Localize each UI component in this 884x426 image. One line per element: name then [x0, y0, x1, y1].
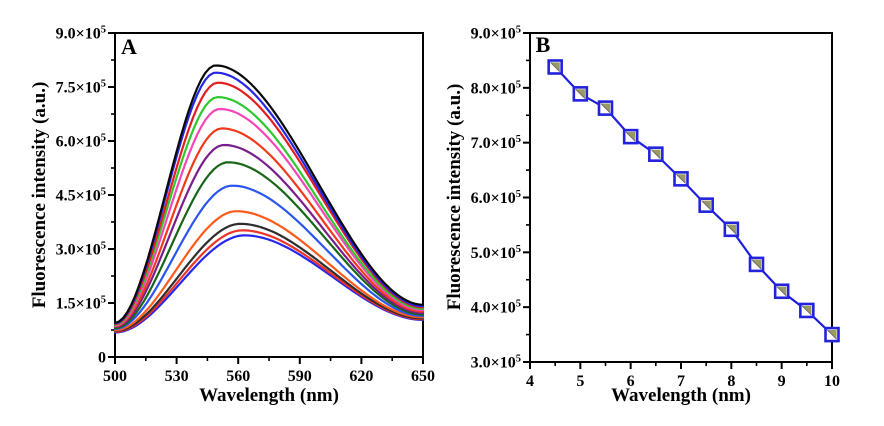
spectrum-curve	[113, 229, 425, 333]
y-tick-label: 6.0×105	[471, 189, 521, 207]
spectrum-curve	[113, 143, 425, 329]
half-filled-square-marker	[673, 171, 689, 187]
spectra-curves	[113, 64, 425, 334]
y-tick-label: 4.5×105	[56, 187, 106, 205]
panel-a-chart: 500 530 560 590 620 650 0 1.5×105 3.0×105 4.5×105…	[56, 25, 435, 386]
y-tick-label: 9.0×105	[471, 25, 521, 43]
y-tick-label: 7.5×105	[56, 79, 106, 97]
half-filled-square-marker	[572, 86, 589, 102]
y-tick-label: 3.0×105	[471, 354, 521, 372]
plot-box	[529, 32, 833, 363]
y-tick-label: 4.0×105	[471, 299, 521, 317]
data-points	[547, 59, 840, 343]
y-tick-label: 8.0×105	[471, 79, 521, 97]
spectrum-curve	[113, 127, 425, 328]
y-tick-label: 6.0×105	[56, 133, 106, 151]
x-tick-label: 650	[411, 368, 435, 385]
axes: 4 5 6 7 8 9 10 3.0×105 4.0×105 5.0×105 6.0×105 7.0×…	[471, 25, 840, 391]
x-tick-label: 7	[677, 373, 685, 390]
half-filled-square-marker	[698, 197, 714, 213]
spectrum-curve	[113, 184, 425, 330]
y-tick-label: 1.5×105	[56, 295, 106, 313]
half-filled-square-marker	[622, 128, 639, 145]
data-line	[554, 66, 833, 336]
x-tick-label: 560	[226, 368, 250, 385]
half-filled-square-marker	[799, 302, 815, 319]
y-tick-label: 3.0×105	[56, 241, 106, 259]
half-filled-square-marker	[597, 100, 614, 116]
panel-b-letter: B	[535, 32, 551, 57]
y-tick-label: 7.0×105	[471, 134, 521, 152]
y-tick-label: 9.0×105	[56, 25, 106, 43]
spectrum-curve	[113, 107, 425, 327]
spectrum-curve	[113, 161, 425, 330]
axes: 500 530 560 590 620 650 0 1.5×105 3.0×105 4.5×105…	[56, 25, 435, 386]
x-tick-label: 500	[103, 368, 127, 385]
panel-b-x-axis-label: Wavelength (nm)	[611, 385, 751, 406]
spectrum-curve	[113, 64, 425, 324]
spectrum-curve	[113, 222, 425, 333]
x-tick-label: 5	[576, 373, 584, 390]
x-tick-label: 6	[627, 373, 635, 390]
half-filled-square-marker	[824, 326, 840, 343]
x-tick-label: 590	[288, 368, 312, 385]
panel-b-chart: 4 5 6 7 8 9 10 3.0×105 4.0×105 5.0×105 6.0×105 7.0×…	[471, 25, 840, 391]
y-tick-label: 5.0×105	[471, 244, 521, 262]
half-filled-square-marker	[773, 283, 790, 300]
connecting-line	[554, 66, 833, 336]
panel-b-y-axis-label: Fluorescence intensity (a.u.)	[444, 83, 465, 311]
x-tick-label: 620	[349, 368, 373, 385]
spectrum-curve	[113, 81, 425, 326]
x-tick-label: 10	[824, 373, 840, 390]
panel-a-letter: A	[121, 34, 137, 59]
x-tick-label: 4	[526, 373, 534, 390]
panel-a-y-axis-label: Fluorescence intensity (a.u.)	[29, 81, 50, 309]
half-filled-square-marker	[547, 59, 563, 75]
y-tick-label: 0	[98, 350, 106, 367]
x-tick-label: 8	[727, 373, 735, 390]
spectrum-curve	[113, 95, 425, 327]
panel-a-x-axis-label: Wavelength (nm)	[199, 385, 339, 406]
x-tick-label: 530	[165, 368, 189, 385]
x-tick-label: 9	[778, 373, 786, 390]
half-filled-square-marker	[723, 221, 740, 238]
half-filled-square-marker	[748, 256, 765, 273]
plot-box	[114, 32, 424, 358]
half-filled-square-marker	[648, 146, 664, 162]
spectrum-curve	[113, 210, 425, 332]
